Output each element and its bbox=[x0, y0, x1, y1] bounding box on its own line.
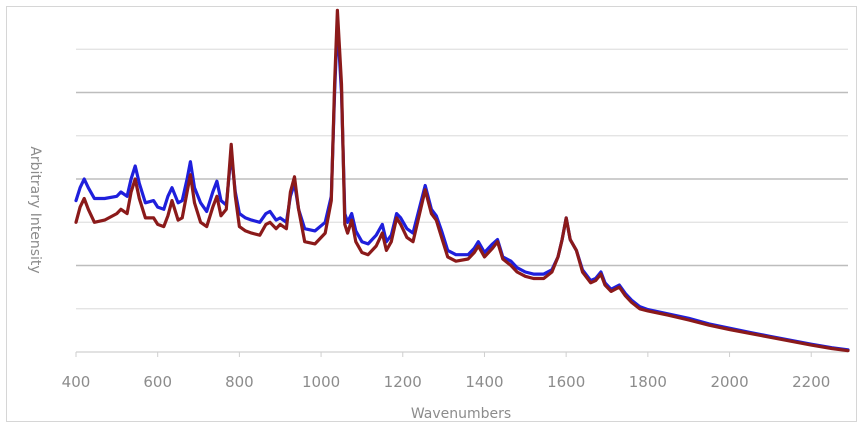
x-tick-label: 600 bbox=[143, 373, 172, 391]
series-line-2 bbox=[74, 8, 850, 353]
series-group bbox=[74, 8, 850, 353]
series-line-1 bbox=[74, 21, 850, 352]
x-axis-ticks: 400 600 800 1000 1200 1400 1600 1800 2000 2200 bbox=[62, 352, 830, 391]
x-tick-label: 2000 bbox=[710, 373, 748, 391]
x-tick-label: 1000 bbox=[302, 373, 340, 391]
x-tick-label: 1400 bbox=[465, 373, 503, 391]
x-tick-label: 1800 bbox=[629, 373, 667, 391]
y-axis-label: Arbitrary Intensity bbox=[27, 146, 43, 273]
x-tick-label: 800 bbox=[225, 373, 254, 391]
x-tick-label: 2200 bbox=[792, 373, 830, 391]
x-tick-label: 1600 bbox=[547, 373, 585, 391]
x-axis-label: Wavenumbers bbox=[411, 406, 511, 422]
gridlines bbox=[76, 48, 848, 353]
x-tick-label: 1200 bbox=[384, 373, 422, 391]
x-tick-label: 400 bbox=[62, 373, 91, 391]
